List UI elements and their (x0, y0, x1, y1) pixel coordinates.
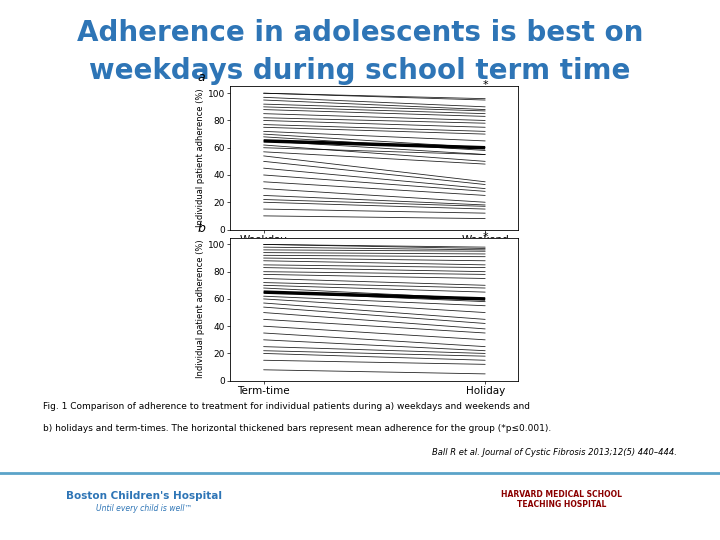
Text: Adherence in adolescents is best on: Adherence in adolescents is best on (77, 19, 643, 47)
Text: b: b (197, 222, 205, 235)
Text: Fig. 1 Comparison of adherence to treatment for individual patients during a) we: Fig. 1 Comparison of adherence to treatm… (43, 402, 530, 411)
Text: weekdays during school term time: weekdays during school term time (89, 57, 631, 85)
Text: Ball R et al. Journal of Cystic Fibrosis 2013;12(5) 440–444.: Ball R et al. Journal of Cystic Fibrosis… (432, 448, 677, 457)
Text: Until every child is well™: Until every child is well™ (96, 504, 192, 513)
Y-axis label: Individual patient adherence (%): Individual patient adherence (%) (196, 240, 204, 379)
Text: a: a (197, 71, 205, 84)
Text: Boston Children's Hospital: Boston Children's Hospital (66, 491, 222, 501)
Text: HARVARD MEDICAL SCHOOL
TEACHING HOSPITAL: HARVARD MEDICAL SCHOOL TEACHING HOSPITAL (501, 490, 622, 509)
Text: *: * (482, 232, 488, 242)
Y-axis label: Individual patient adherence (%): Individual patient adherence (%) (196, 89, 204, 227)
Text: b) holidays and term-times. The horizontal thickened bars represent mean adheren: b) holidays and term-times. The horizont… (43, 424, 552, 433)
Text: *: * (482, 80, 488, 91)
